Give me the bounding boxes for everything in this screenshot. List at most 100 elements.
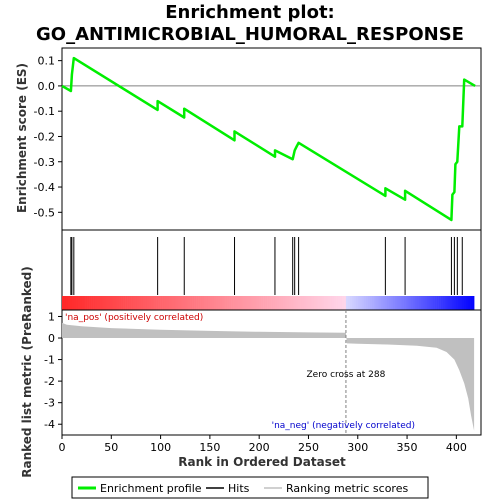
negative-correlation-label: 'na_neg' (negatively correlated) [272,421,415,431]
heat-cell [218,296,220,310]
heat-cell [161,296,163,310]
heat-cell [101,296,103,310]
heat-cell [415,296,417,310]
heat-cell [269,296,271,310]
heat-cell [147,296,149,310]
heat-cell [299,296,301,310]
heat-cell [105,296,107,310]
metric-y-tick-label: 0 [48,332,55,345]
heat-cell [279,296,281,310]
heat-cell [115,296,117,310]
heat-cell [328,296,330,310]
heat-cell [243,296,245,310]
heat-cell [297,296,299,310]
heat-cell [265,296,267,310]
heat-cell [216,296,218,310]
heat-cell [403,296,405,310]
heat-cell [405,296,407,310]
metric-y-tick-label: -1 [44,354,55,367]
heat-cell [66,296,68,310]
heat-cell [291,296,293,310]
heat-cell [413,296,415,310]
heat-cell [64,296,66,310]
heat-cell [409,296,411,310]
heat-cell [305,296,307,310]
heat-cell [174,296,176,310]
heat-cell [466,296,468,310]
heat-cell [362,296,364,310]
heat-cell [222,296,224,310]
heat-cell [143,296,145,310]
x-tick-label: 200 [249,441,270,454]
heat-cell [131,296,133,310]
x-tick-label: 100 [150,441,171,454]
positive-correlation-label: 'na_pos' (positively correlated) [65,313,203,323]
es-panel: 0.1 0.0 -0.1 -0.2 -0.3 -0.4 -0.5 Enrichment sc… [15,48,481,230]
heat-cell [423,296,425,310]
es-y-axis: 0.1 0.0 -0.1 -0.2 -0.3 -0.4 -0.5 [34,55,62,220]
heat-cell [224,296,226,310]
heat-cell [125,296,127,310]
heat-cell [212,296,214,310]
heat-cell [74,296,76,310]
heat-cell [407,296,409,310]
heat-cell [253,296,255,310]
heat-cell [387,296,389,310]
chart-title-line2: GO_ANTIMICROBIAL_HUMORAL_RESPONSE [36,24,464,45]
heat-cell [377,296,379,310]
heat-cell [239,296,241,310]
heat-cell [241,296,243,310]
heat-cell [433,296,435,310]
heat-cell [468,296,470,310]
heat-cell [464,296,466,310]
heat-cell [366,296,368,310]
heat-cell [360,296,362,310]
hits-panel [62,230,481,310]
heat-cell [344,296,346,310]
heat-cell [206,296,208,310]
heat-cell [312,296,314,310]
heat-cell [232,296,234,310]
metric-y-axis-label: Ranked list metric (PreRanked) [20,266,34,478]
heat-cell [399,296,401,310]
heat-cell [176,296,178,310]
metric-y-tick-label: -4 [44,418,55,431]
heat-cell [263,296,265,310]
heat-cell [356,296,358,310]
heat-cell [454,296,456,310]
heat-cell [395,296,397,310]
heat-cell [139,296,141,310]
heat-cell [330,296,332,310]
heat-cell [295,296,297,310]
heat-cell [107,296,109,310]
heat-cell [370,296,372,310]
heat-cell [188,296,190,310]
heat-cell [159,296,161,310]
heat-cell [165,296,167,310]
heat-cell [271,296,273,310]
x-tick-label: 350 [397,441,418,454]
heat-cell [202,296,204,310]
heat-cell [448,296,450,310]
heat-cell [259,296,261,310]
heat-cell [153,296,155,310]
heat-cell [119,296,121,310]
heat-cell [198,296,200,310]
heat-cell [192,296,194,310]
heat-cell [324,296,326,310]
x-tick-label: 300 [347,441,368,454]
heat-cell [389,296,391,310]
es-y-tick-label: -0.4 [34,181,55,194]
heat-cell [226,296,228,310]
heat-cell [96,296,98,310]
heat-cell [446,296,448,310]
heat-cell [364,296,366,310]
heat-cell [348,296,350,310]
heat-cell [441,296,443,310]
heat-cell [273,296,275,310]
heat-cell [255,296,257,310]
heat-cell [397,296,399,310]
heat-cell [182,296,184,310]
x-axis-label: Rank in Ordered Dataset [178,455,346,469]
